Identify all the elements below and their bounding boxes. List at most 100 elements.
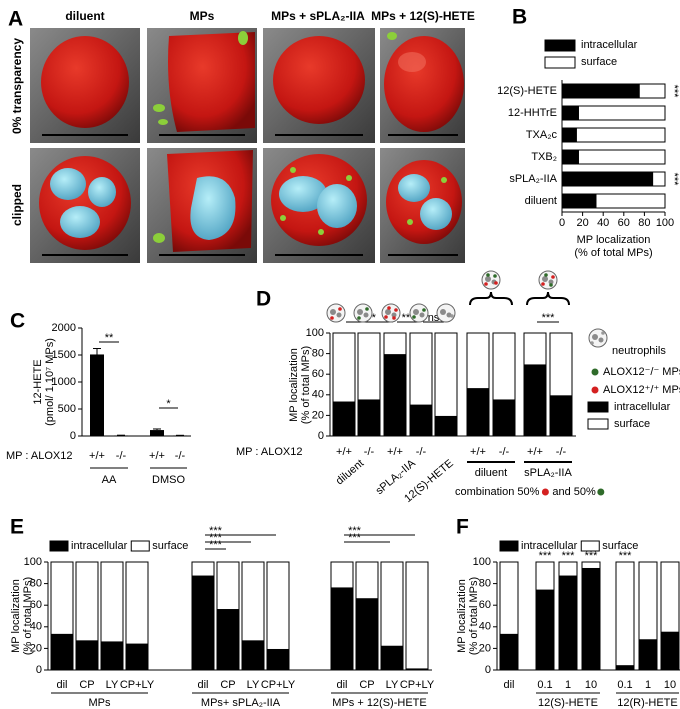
- nucleus-icon: [413, 309, 419, 315]
- bar-segment: [50, 633, 74, 671]
- mp-dot: [357, 316, 361, 320]
- x-tick-label: +/+: [89, 450, 105, 462]
- x-tick-label: 80: [638, 217, 650, 229]
- x-tick-label: dil: [336, 679, 347, 691]
- x-tick-label: -/-: [556, 446, 567, 458]
- y-tick-label: 40: [312, 389, 324, 401]
- legend-swatch: [544, 39, 576, 52]
- panel-letter: B: [512, 6, 527, 29]
- bar-segment: [100, 561, 124, 643]
- mp-dot: [384, 315, 388, 319]
- legend-label: intracellular: [71, 540, 128, 552]
- y-tick-label: 1500: [52, 349, 76, 361]
- panel-letter: A: [8, 8, 23, 31]
- bar-segment: [357, 332, 381, 401]
- bar-segment: [332, 401, 356, 437]
- y-axis-unit: (% of total MPs): [300, 346, 312, 424]
- bar-segment: [50, 561, 74, 635]
- group-label: MPs + 12(S)-HETE: [332, 697, 426, 709]
- bar-segment: [380, 561, 404, 647]
- bar-segment: [615, 665, 635, 671]
- bar-segment: [383, 332, 407, 356]
- bar-segment: [100, 641, 124, 671]
- x-tick-label: -/-: [499, 446, 510, 458]
- x-tick-label: 100: [656, 217, 674, 229]
- y-tick-label: 60: [30, 599, 42, 611]
- legend-label: intracellular: [614, 401, 671, 413]
- nucleus-icon: [385, 309, 391, 315]
- bar-segment: [191, 561, 215, 577]
- bar-segment: [652, 171, 666, 187]
- mp-dot: [549, 283, 553, 287]
- x-tick-label: CP: [79, 679, 94, 691]
- significance-label: *: [166, 398, 171, 410]
- panel-letter: F: [456, 516, 469, 539]
- legend-swatch: [587, 418, 609, 430]
- nucleus-icon: [363, 312, 369, 318]
- bar-segment: [492, 332, 516, 401]
- footnote-dot: [541, 488, 549, 496]
- panel-letter: E: [10, 516, 24, 539]
- bar: [90, 354, 104, 436]
- bar-segment: [535, 561, 555, 591]
- x-axis-label: MP localization: [577, 234, 651, 246]
- mp-dot: [541, 282, 545, 286]
- nucleus-icon: [598, 337, 604, 343]
- legend-dot: [591, 386, 599, 394]
- nucleus-icon: [440, 309, 446, 315]
- significance-label: ***: [209, 539, 223, 551]
- bar-segment: [558, 575, 578, 671]
- x-tick-label: 1: [645, 679, 651, 691]
- nucleus-icon: [485, 276, 491, 282]
- x-tick-label: -/-: [175, 450, 186, 462]
- bar-segment: [332, 332, 356, 403]
- y-tick-label: 80: [312, 348, 324, 360]
- x-tick-label: LY: [106, 679, 119, 691]
- y-tick-label: diluent: [525, 195, 557, 207]
- bar-segment: [638, 639, 658, 671]
- bar-segment: [241, 561, 265, 642]
- bar-segment: [499, 633, 519, 671]
- y-tick-label: 0: [70, 430, 76, 442]
- mp-dot: [338, 307, 342, 311]
- neutrophil-icon: [436, 303, 456, 323]
- bar-segment: [561, 105, 579, 121]
- mp-dot: [422, 308, 426, 312]
- bar-segment: [558, 561, 578, 577]
- mp-dot: [493, 274, 497, 278]
- y-axis-unit: (pmol/ 1.10⁷ MPs): [44, 338, 56, 426]
- bar-segment: [216, 561, 240, 611]
- bar-segment: [434, 415, 458, 437]
- bar-segment: [561, 149, 579, 165]
- column-label: MPs: [190, 9, 215, 23]
- x-tick-label: -/-: [416, 446, 427, 458]
- bar-segment: [561, 193, 597, 209]
- significance-label: **: [105, 332, 114, 344]
- bar-segment: [492, 399, 516, 437]
- y-tick-label: 80: [30, 578, 42, 590]
- group-label: 12(S)-HETE: [538, 697, 598, 709]
- legend-label: intracellular: [521, 540, 578, 552]
- legend-label: surface: [152, 540, 188, 552]
- y-tick-label: 0: [485, 664, 491, 676]
- x-tick-label: 20: [576, 217, 588, 229]
- y-tick-label: 40: [30, 621, 42, 633]
- mp-dot: [484, 282, 488, 286]
- nucleus-icon: [336, 312, 342, 318]
- significance-label: ***: [619, 550, 633, 562]
- y-tick-label: 500: [58, 403, 76, 415]
- x-tick-label: 10: [585, 679, 597, 691]
- legend-swatch: [49, 540, 69, 552]
- x-tick-label: LY: [386, 679, 399, 691]
- legend-label: ALOX12⁺/⁺ MPs: [603, 384, 680, 396]
- legend-label: ALOX12⁻/⁻ MPs: [603, 366, 680, 378]
- legend-swatch: [130, 540, 150, 552]
- nucleus-icon: [357, 309, 363, 315]
- bar-segment: [409, 404, 433, 437]
- bar-segment: [660, 631, 680, 671]
- neutrophil-icon: [381, 303, 401, 323]
- footnote-dot: [597, 488, 605, 496]
- mp-dot: [601, 331, 605, 335]
- bar-segment: [549, 332, 573, 397]
